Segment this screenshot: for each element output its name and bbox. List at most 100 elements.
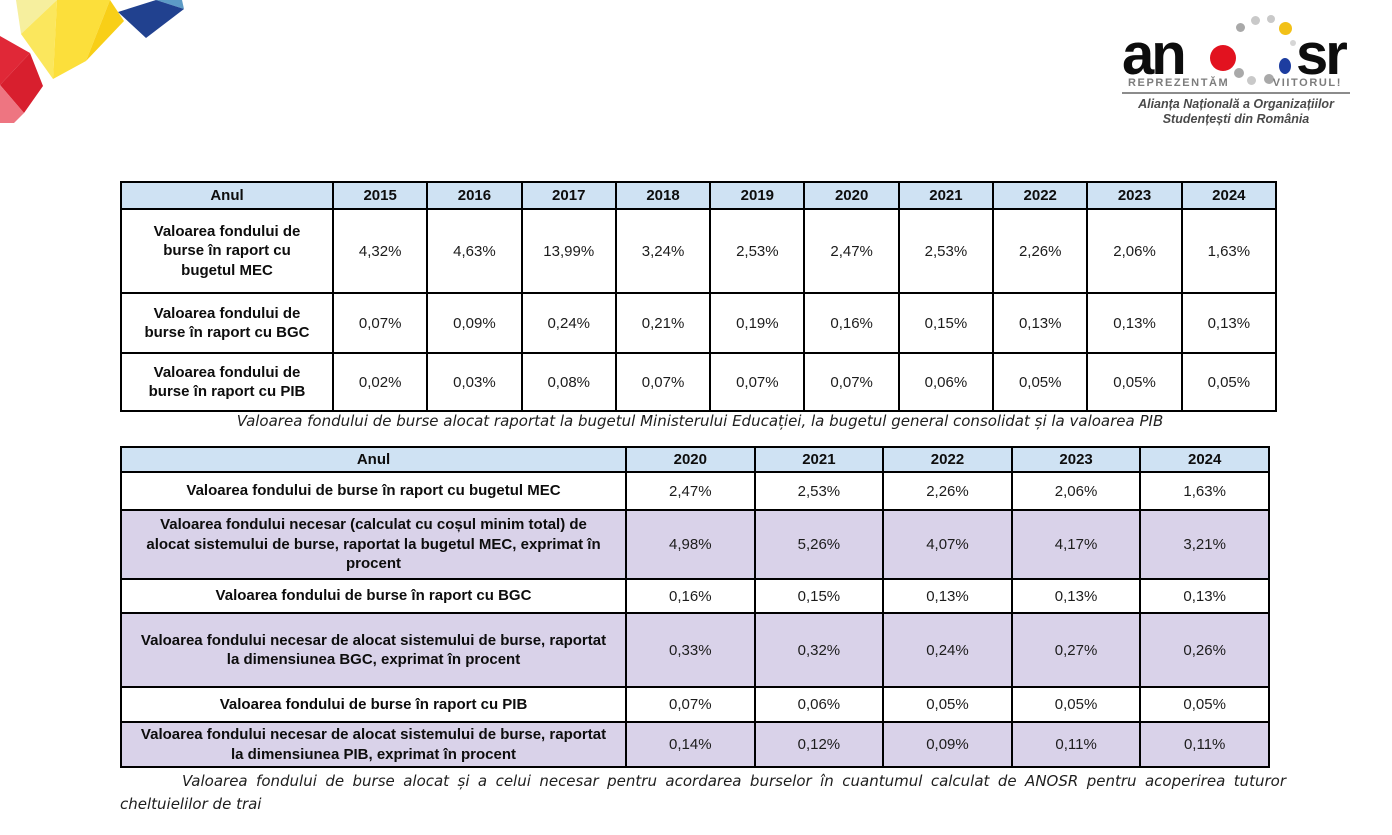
value-cell: 0,05% [882, 686, 1013, 723]
value-cell: 0,07% [803, 352, 900, 412]
value-cell: 0,15% [753, 578, 885, 614]
row-label: Valoarea fondului de burse în raport cu … [120, 292, 334, 354]
anosr-red-dot-icon [1210, 45, 1236, 71]
table-row: Valoarea fondului necesar (calculat cu c… [120, 509, 1270, 580]
table1-caption: Valoarea fondului de burse alocat raport… [236, 412, 1164, 430]
value-cell: 0,27% [1010, 612, 1142, 688]
allocated-vs-needed-fund-table-2020-2024: Anul 2020 2021 2022 2023 2024 Valoarea fondulu… [120, 446, 1270, 768]
anosr-logo: an sr REPREZENTĂM VIITORUL! Alianța Nați… [1122, 14, 1356, 126]
value-cell: 0,05% [1139, 686, 1270, 723]
value-cell: 2,47% [625, 471, 756, 511]
value-cell: 2,53% [709, 208, 806, 294]
year-header: 2024 [1180, 181, 1278, 210]
value-cell: 0,13% [882, 578, 1013, 614]
anosr-wordmark-an: an [1122, 22, 1187, 87]
year-header: 2019 [709, 181, 806, 210]
year-header: 2023 [1086, 181, 1183, 210]
value-cell: 2,47% [803, 208, 900, 294]
yellow-facet-gold [86, 0, 124, 61]
row-label: Valoarea fondului de burse în raport cu … [120, 686, 627, 723]
tagline-viitorul: VIITORUL! [1272, 77, 1342, 89]
year-header: 2021 [897, 181, 995, 210]
table-row: Valoarea fondului de burse în raport cu … [120, 208, 1278, 294]
year-header: 2015 [331, 181, 429, 210]
table-row: Valoarea fondului de burse în raport cu … [120, 686, 1270, 723]
value-cell: 0,12% [753, 721, 885, 768]
value-cell: 5,26% [753, 509, 885, 580]
value-cell: 4,98% [625, 509, 756, 580]
value-cell: 1,63% [1180, 208, 1278, 294]
value-cell: 0,26% [1139, 612, 1270, 688]
value-cell: 4,63% [426, 208, 523, 294]
anosr-dot-ring-icon [1234, 14, 1298, 88]
value-cell: 0,24% [520, 292, 617, 354]
table-row: Valoarea fondului necesar de alocat sist… [120, 721, 1270, 768]
value-cell: 0,13% [1180, 292, 1278, 354]
tagline-reprezentam: REPREZENTĂM [1128, 77, 1230, 89]
value-cell: 13,99% [520, 208, 617, 294]
year-header: 2017 [520, 181, 617, 210]
yellow-facet-pale [16, 0, 57, 34]
table-row: Valoarea fondului de burse în raport cu … [120, 292, 1278, 354]
value-cell: 4,32% [331, 208, 429, 294]
red-facet-top [0, 36, 30, 85]
table2-caption: Valoarea fondului de burse alocat și a c… [120, 772, 1286, 813]
anosr-tagline: REPREZENTĂM VIITORUL! [1122, 77, 1356, 89]
year-header: 2023 [1010, 446, 1142, 473]
value-cell: 0,14% [625, 721, 756, 768]
value-cell: 4,17% [1010, 509, 1142, 580]
value-cell: 0,05% [992, 352, 1089, 412]
year-header: 2022 [992, 181, 1089, 210]
value-cell: 0,09% [426, 292, 523, 354]
value-cell: 0,13% [992, 292, 1089, 354]
org-name-line1: Alianța Națională a Organizațiilor [1138, 97, 1334, 111]
value-cell: 2,26% [882, 471, 1013, 511]
value-cell: 1,63% [1139, 471, 1270, 511]
anosr-org-name: Alianța Națională a Organizațiilor Stude… [1122, 97, 1350, 127]
value-cell: 0,15% [897, 292, 995, 354]
value-cell: 0,13% [1086, 292, 1183, 354]
value-cell: 0,03% [426, 352, 523, 412]
anosr-wordmark-sr: sr [1296, 22, 1348, 87]
ring-dot-gray [1236, 23, 1245, 32]
yellow-facet-light [21, 0, 57, 79]
scholarship-fund-table-2015-2024: Anul 2015 2016 2017 2018 2019 2020 2021 2022 2023… [120, 181, 1278, 412]
year-header: 2016 [426, 181, 523, 210]
value-cell: 0,13% [1139, 578, 1270, 614]
value-cell: 0,09% [882, 721, 1013, 768]
ring-dot-gray [1251, 16, 1260, 25]
table-row: Valoarea fondului de burse în raport cu … [120, 471, 1270, 511]
ring-dot-gray [1267, 15, 1275, 23]
value-cell: 0,07% [331, 292, 429, 354]
value-cell: 0,07% [709, 352, 806, 412]
ring-dot-gray [1290, 40, 1296, 46]
value-cell: 0,07% [625, 686, 756, 723]
ring-dot-blue [1279, 58, 1291, 74]
row-label: Valoarea fondului necesar (calculat cu c… [120, 509, 627, 580]
value-cell: 3,21% [1139, 509, 1270, 580]
value-cell: 3,24% [614, 208, 712, 294]
year-header: 2022 [882, 446, 1013, 473]
row-label: Valoarea fondului necesar de alocat sist… [120, 612, 627, 688]
ring-dot-yellow [1279, 22, 1292, 35]
year-header: 2020 [625, 446, 756, 473]
red-facet-pink [0, 85, 24, 123]
logo-divider [1122, 92, 1350, 94]
value-cell: 0,05% [1086, 352, 1183, 412]
year-header: 2024 [1139, 446, 1270, 473]
table-row: Valoarea fondului de burse în raport cu … [120, 578, 1270, 614]
value-cell: 2,53% [753, 471, 885, 511]
yellow-facet-main [53, 0, 110, 79]
value-cell: 2,26% [992, 208, 1089, 294]
value-cell: 0,33% [625, 612, 756, 688]
ring-dot-gray [1247, 76, 1256, 85]
value-cell: 2,53% [897, 208, 995, 294]
value-cell: 0,16% [625, 578, 756, 614]
blue-facet-main [118, 0, 184, 38]
value-cell: 0,21% [614, 292, 712, 354]
row-label: Valoarea fondului de burse în raport cu … [120, 578, 627, 614]
value-cell: 0,19% [709, 292, 806, 354]
table-row: Valoarea fondului necesar de alocat sist… [120, 612, 1270, 688]
value-cell: 4,07% [882, 509, 1013, 580]
year-header: 2020 [803, 181, 900, 210]
